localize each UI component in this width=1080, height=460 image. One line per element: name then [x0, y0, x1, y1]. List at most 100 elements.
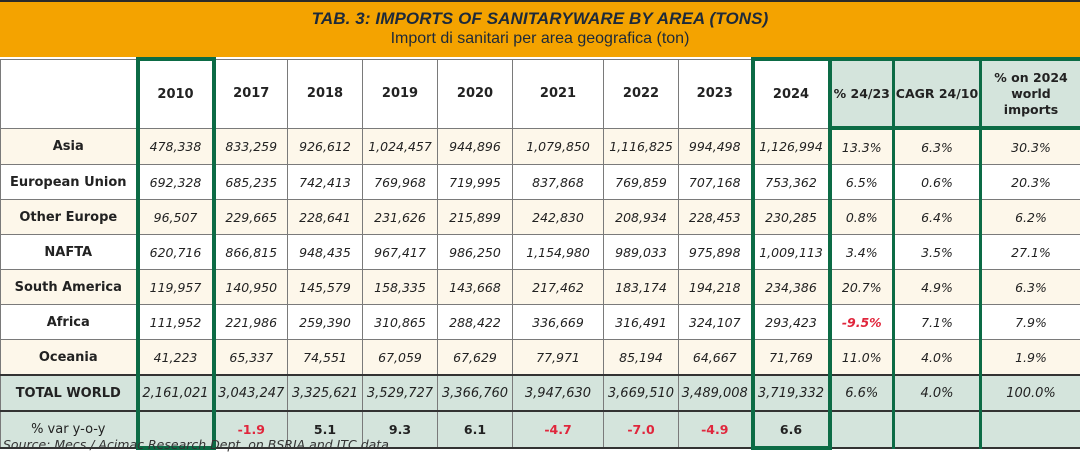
cell-cagr-24-10: 4.0% — [892, 339, 981, 376]
table-row: NAFTA 620,716 866,815 948,435 967,417 986,250… — [0, 234, 1080, 270]
header-2018: 2018 — [287, 58, 363, 129]
table-row: Other Europe 96,507 229,665 228,641 231,626 2… — [0, 199, 1080, 235]
header-share-2024: % on 2024 world imports — [979, 57, 1080, 130]
cell-2023: 707,168 — [678, 164, 753, 200]
cell-on-2024-world-imports: 6.2% — [979, 199, 1080, 235]
cell-2017: 3,043,247 — [213, 374, 288, 412]
cell-2019: 1,024,457 — [362, 127, 438, 165]
header-2024: 2024 — [750, 57, 832, 129]
cell-2020: 6.1 — [437, 410, 513, 449]
cell-2022: 1,116,825 — [603, 127, 679, 165]
cell-2024: 293,423 — [750, 304, 832, 340]
header-2020: 2020 — [437, 58, 513, 129]
variation-row: % var y-o-y -1.9 5.1 9.3 6.1 -4.7 -7.0 -4.9 6.6 — [0, 410, 1080, 450]
cell-2022: 769,859 — [603, 164, 679, 200]
cell-2010: 692,328 — [135, 164, 216, 200]
cell-2022: 85,194 — [603, 339, 679, 376]
table-title-bar: TAB. 3: IMPORTS OF SANITARYWARE BY AREA … — [0, 0, 1080, 57]
cell-2022: 316,491 — [603, 304, 679, 340]
cell-2010: 41,223 — [135, 339, 216, 376]
cell-cagr-24-10: 6.3% — [892, 127, 981, 165]
header-2019: 2019 — [362, 58, 438, 129]
cell-2017: 866,815 — [213, 234, 288, 270]
table-row: South America 119,957 140,950 145,579 158,33… — [0, 269, 1080, 305]
cell-on-2024-world-imports: 100.0% — [979, 374, 1080, 412]
cell-24-23: 11.0% — [829, 339, 894, 376]
cell-2017: 140,950 — [213, 269, 288, 305]
cell-on-2024-world-imports: 27.1% — [979, 234, 1080, 270]
cell-24-23: -9.5% — [829, 304, 894, 340]
cell-2021: -4.7 — [512, 410, 604, 449]
cell-2018: 259,390 — [287, 304, 363, 340]
cell-on-2024-world-imports: 6.3% — [979, 269, 1080, 305]
cell-2018: 742,413 — [287, 164, 363, 200]
imports-table: 2010 2017 2018 2019 2020 2021 2022 2023 … — [0, 57, 1080, 450]
cell-cagr-24-10: 4.9% — [892, 269, 981, 305]
row-label: TOTAL WORLD — [0, 374, 138, 412]
cell-2020: 719,995 — [437, 164, 513, 200]
cell-2020: 215,899 — [437, 199, 513, 235]
cell-2010: 111,952 — [135, 304, 216, 340]
cell-2017: 65,337 — [213, 339, 288, 376]
row-label: Asia — [0, 127, 138, 165]
cell-2020: 67,629 — [437, 339, 513, 376]
cell-2019: 67,059 — [362, 339, 438, 376]
header-2023: 2023 — [678, 58, 753, 129]
cell-cagr-24-10: 0.6% — [892, 164, 981, 200]
cell-on-2024-world-imports: 30.3% — [979, 127, 1080, 165]
cell-2017: 229,665 — [213, 199, 288, 235]
header-row: 2010 2017 2018 2019 2020 2021 2022 2023 … — [0, 57, 1080, 130]
cell-2020: 986,250 — [437, 234, 513, 270]
cell-2017: 221,986 — [213, 304, 288, 340]
cell-2022: -7.0 — [603, 410, 679, 449]
header-2017: 2017 — [213, 58, 288, 129]
cell-2023: 228,453 — [678, 199, 753, 235]
cell-2017: -1.9 — [213, 410, 288, 449]
cell-2019: 967,417 — [362, 234, 438, 270]
cell-cagr-24-10: 7.1% — [892, 304, 981, 340]
cell-24-23: 0.8% — [829, 199, 894, 235]
cell-2024: 230,285 — [750, 199, 832, 235]
header-2021: 2021 — [512, 58, 604, 129]
cell-2018: 74,551 — [287, 339, 363, 376]
table-row: European Union 692,328 685,235 742,413 769,9… — [0, 164, 1080, 200]
cell-2017: 685,235 — [213, 164, 288, 200]
cell-2019: 3,529,727 — [362, 374, 438, 412]
cell-2018: 3,325,621 — [287, 374, 363, 412]
cell-2024: 753,362 — [750, 164, 832, 200]
cell-2020: 143,668 — [437, 269, 513, 305]
cell-2018: 228,641 — [287, 199, 363, 235]
cell-cagr-24-10: 3.5% — [892, 234, 981, 270]
cell-on-2024-world-imports: 7.9% — [979, 304, 1080, 340]
cell-2022: 208,934 — [603, 199, 679, 235]
cell-2018: 145,579 — [287, 269, 363, 305]
header-area — [0, 58, 138, 129]
cell-2020: 288,422 — [437, 304, 513, 340]
cell-24-23: 20.7% — [829, 269, 894, 305]
cell-2021: 242,830 — [512, 199, 604, 235]
cell-2023: 324,107 — [678, 304, 753, 340]
cell-2019: 310,865 — [362, 304, 438, 340]
cell-24-23 — [829, 410, 894, 449]
row-label: % var y-o-y — [0, 410, 138, 449]
cell-2010: 620,716 — [135, 234, 216, 270]
cell-2024: 1,009,113 — [750, 234, 832, 270]
cell-2021: 336,669 — [512, 304, 604, 340]
cell-2022: 989,033 — [603, 234, 679, 270]
cell-2024: 234,386 — [750, 269, 832, 305]
cell-2018: 926,612 — [287, 127, 363, 165]
cell-2023: 975,898 — [678, 234, 753, 270]
cell-24-23: 13.3% — [829, 127, 894, 165]
table-row: Africa 111,952 221,986 259,390 310,865 288,42… — [0, 304, 1080, 340]
cell-2021: 217,462 — [512, 269, 604, 305]
cell-on-2024-world-imports: 20.3% — [979, 164, 1080, 200]
cell-2020: 944,896 — [437, 127, 513, 165]
cell-2023: 3,489,008 — [678, 374, 753, 412]
header-2022: 2022 — [603, 58, 679, 129]
cell-24-23: 3.4% — [829, 234, 894, 270]
cell-2010: 2,161,021 — [135, 374, 216, 412]
cell-2021: 837,868 — [512, 164, 604, 200]
cell-2024: 6.6 — [750, 410, 832, 450]
cell-2019: 231,626 — [362, 199, 438, 235]
cell-2022: 183,174 — [603, 269, 679, 305]
